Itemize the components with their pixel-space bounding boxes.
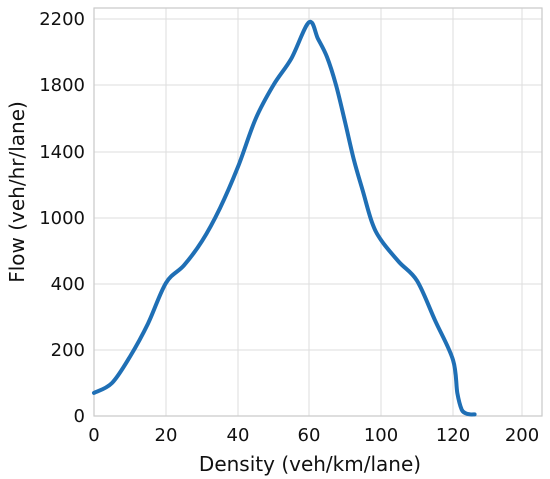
- y-tick-label-1400: 1400: [39, 142, 85, 163]
- y-tick-label-2200: 2200: [39, 9, 85, 30]
- y-tick-label-1800: 1800: [39, 75, 85, 96]
- x-tick-labels: 0 20 40 60 100 120 200: [88, 425, 539, 446]
- x-tick-label-100: 100: [364, 425, 398, 446]
- y-gridlines: [94, 18, 542, 417]
- x-tick-label-60: 60: [298, 425, 321, 446]
- y-tick-label-0: 0: [74, 406, 85, 427]
- y-axis-label: Flow (veh/hr/lane): [5, 101, 29, 283]
- y-tick-labels: 0 200 400 1000 1400 1800 2200: [39, 9, 85, 427]
- x-tick-label-120: 120: [436, 425, 470, 446]
- y-tick-label-400: 400: [51, 274, 85, 295]
- x-tick-label-0: 0: [88, 425, 99, 446]
- plot-frame: [93, 7, 543, 417]
- x-gridlines: [93, 8, 523, 416]
- x-tick-label-200: 200: [505, 425, 539, 446]
- y-tick-label-200: 200: [51, 340, 85, 361]
- x-axis-label: Density (veh/km/lane): [199, 452, 421, 476]
- x-tick-label-40: 40: [227, 425, 250, 446]
- x-tick-label-20: 20: [155, 425, 178, 446]
- y-tick-label-1000: 1000: [39, 208, 85, 229]
- flow-curve: [92, 19, 477, 417]
